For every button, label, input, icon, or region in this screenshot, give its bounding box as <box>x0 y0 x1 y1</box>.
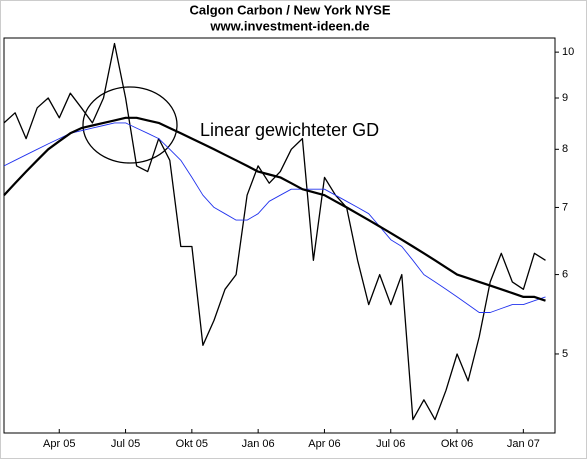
x-tick-label: Jul 05 <box>111 438 140 450</box>
series-line <box>3 122 546 313</box>
chart-title: Calgon Carbon / New York NYSE <box>189 2 390 17</box>
x-tick-label: Apr 06 <box>308 438 340 450</box>
x-tick-label: Okt 06 <box>441 438 473 450</box>
y-tick-label: 9 <box>562 92 568 104</box>
y-tick-label: 8 <box>562 143 568 155</box>
annotation: Linear gewichteter GD <box>200 120 379 140</box>
x-tick-label: Apr 05 <box>43 438 75 450</box>
x-tick-label: Jan 06 <box>242 438 275 450</box>
y-tick-label: 7 <box>562 201 568 213</box>
chart-subtitle: www.investment-ideen.de <box>209 18 369 33</box>
series-line <box>3 116 546 302</box>
y-tick-label: 5 <box>562 348 568 360</box>
highlight-ellipse <box>82 86 178 164</box>
x-tick-label: Jul 06 <box>376 438 405 450</box>
y-tick-label: 6 <box>562 268 568 280</box>
plot-frame <box>3 37 556 434</box>
x-tick-label: Jan 07 <box>507 438 540 450</box>
x-tick-label: Okt 05 <box>176 438 208 450</box>
y-tick-label: 10 <box>562 46 574 58</box>
series-line <box>3 42 546 421</box>
